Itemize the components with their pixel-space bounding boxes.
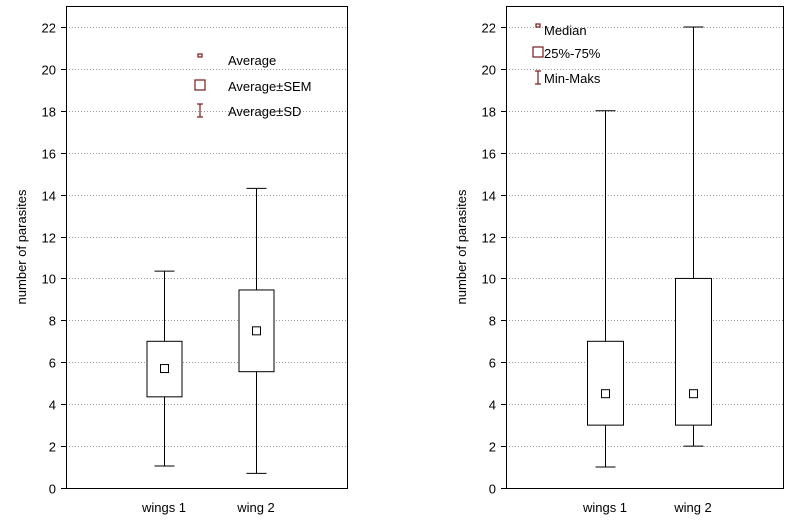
- legend: Median 25%-75% Min-Maks: [532, 23, 601, 86]
- y-tick-label: 20: [42, 63, 56, 78]
- legend-label: Average±SEM: [228, 79, 312, 94]
- y-tick-label: 6: [489, 356, 496, 371]
- y-axis-label: number of parasites: [454, 189, 469, 304]
- legend-point-symbol: [197, 53, 203, 58]
- y-tick-label: 22: [42, 21, 56, 36]
- legend-point-symbol: [535, 23, 541, 28]
- x-category-label: wing 2: [236, 500, 275, 515]
- y-tick-label: 4: [489, 398, 496, 413]
- y-tick-label: 0: [489, 482, 496, 497]
- legend-box-symbol: [194, 79, 206, 91]
- y-tick-label: 18: [42, 105, 56, 120]
- box-1: [587, 110, 624, 468]
- legend: Average Average±SEM Average±SD: [194, 53, 312, 119]
- legend-label: Average: [228, 53, 276, 68]
- y-tick-label: 20: [482, 63, 496, 78]
- plot-frame: [66, 6, 348, 489]
- center-marker: [601, 389, 610, 399]
- legend-label: 25%-75%: [544, 46, 601, 61]
- legend-box-symbol: [532, 46, 544, 58]
- center-marker: [160, 364, 169, 374]
- box-2: [238, 187, 275, 474]
- y-tick-label: 16: [42, 147, 56, 162]
- y-tick-label: 0: [49, 482, 56, 497]
- y-tick-label: 2: [489, 440, 496, 455]
- y-tick-label: 8: [49, 314, 56, 329]
- y-tick-label: 2: [49, 440, 56, 455]
- y-tick-label: 8: [489, 314, 496, 329]
- y-tick-label: 16: [482, 147, 496, 162]
- box-body: [146, 340, 183, 398]
- y-tick-label: 12: [42, 231, 56, 246]
- box-1: [146, 270, 183, 467]
- x-category-label: wing 2: [673, 500, 712, 515]
- box-body: [587, 340, 624, 426]
- box-body: [675, 277, 712, 426]
- y-tick-label: 22: [482, 21, 496, 36]
- chart-panel-2: 0 2 4 6 8 10 12 14 16 18 20 22 number of parasites wi…: [454, 6, 784, 515]
- y-tick-label: 10: [482, 272, 496, 287]
- legend-label: Min-Maks: [544, 71, 601, 86]
- legend-label: Average±SD: [228, 104, 301, 119]
- y-tick-label: 14: [42, 189, 56, 204]
- x-category-label: wings 1: [582, 500, 627, 515]
- y-tick-label: 6: [49, 356, 56, 371]
- y-tick-label: 4: [49, 398, 56, 413]
- center-marker: [689, 389, 698, 399]
- center-marker: [252, 326, 261, 336]
- y-tick-label: 14: [482, 189, 496, 204]
- plot-frame: [506, 6, 784, 489]
- y-tick-label: 18: [482, 105, 496, 120]
- y-axis-label: number of parasites: [14, 189, 29, 304]
- legend-label: Median: [544, 23, 587, 38]
- x-category-label: wings 1: [141, 500, 186, 515]
- y-tick-label: 10: [42, 272, 56, 287]
- chart-panel-1: 0 2 4 6 8 10 12 14 16 18 20 22 number of parasites wi…: [14, 6, 348, 515]
- y-tick-label: 12: [482, 231, 496, 246]
- box-2: [675, 26, 712, 447]
